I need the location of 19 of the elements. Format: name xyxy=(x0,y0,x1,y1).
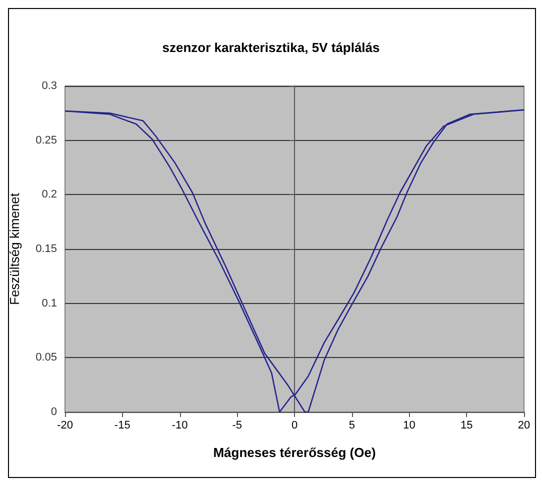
y-tick-label: 0.05 xyxy=(36,352,57,364)
x-axis-title: Mágneses térerősség (Oe) xyxy=(213,445,376,460)
y-tick-label: 0.3 xyxy=(42,80,57,92)
x-tick-label: -15 xyxy=(114,420,130,432)
x-tick-label: 0 xyxy=(291,420,298,432)
y-tick-label: 0 xyxy=(50,406,57,418)
y-tick-label: 0.1 xyxy=(42,297,57,310)
y-tick-label: 0.2 xyxy=(42,188,57,201)
y-tick-label: 0.25 xyxy=(36,134,57,146)
y-axis-title: Feszültség kimenet xyxy=(7,192,22,305)
x-tick-label: -10 xyxy=(172,420,188,432)
x-tick-label: -5 xyxy=(232,420,242,432)
chart-title: szenzor karakterisztika, 5V táplálás xyxy=(162,40,380,55)
x-tick-label: 10 xyxy=(403,420,416,432)
x-tick-label: 20 xyxy=(518,420,530,432)
x-tick-label: 5 xyxy=(348,420,355,432)
x-tick-label: -20 xyxy=(57,420,73,432)
y-tick-label: 0.15 xyxy=(36,243,57,255)
x-tick-label: 15 xyxy=(460,420,473,432)
